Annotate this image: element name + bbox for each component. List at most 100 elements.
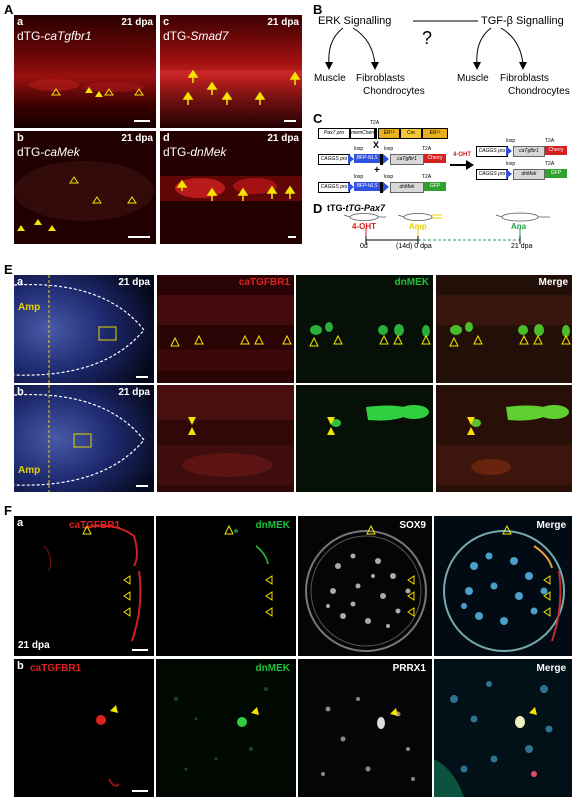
loxp-3 bbox=[348, 182, 354, 192]
B-chondrocytes-2: Chondrocytes bbox=[508, 86, 570, 97]
plus-symbol: + bbox=[374, 165, 380, 176]
scale-bar bbox=[136, 485, 148, 487]
scale-bar bbox=[284, 120, 296, 122]
E-a-amp: Amp bbox=[18, 302, 41, 313]
cags-promoter-3: CAGGS pro bbox=[476, 146, 508, 157]
loxp-2 bbox=[383, 154, 389, 164]
cags-promoter-2: CAGGS pro bbox=[318, 182, 350, 193]
cags-promoter-4: CAGGS pro bbox=[476, 169, 508, 180]
E-a-letter: a bbox=[17, 276, 24, 288]
image-F-b-gray: PRRX1 bbox=[298, 659, 432, 797]
panel-D-timeline bbox=[343, 212, 550, 244]
t2a-label-3: T2A bbox=[422, 174, 432, 180]
image-E-a-green: dnMEK bbox=[296, 275, 433, 383]
dnmek-box: dnMek bbox=[390, 182, 424, 193]
E-col-red-label: caTGFBR1 bbox=[238, 277, 290, 288]
image-F-b-green: dnMEK bbox=[156, 659, 296, 797]
A-c-time: 21 dpa bbox=[267, 17, 299, 28]
t2a-label-5: T2A bbox=[545, 161, 555, 167]
E-b-amp: Amp bbox=[18, 465, 41, 476]
B-tgfb: TGF-β Signalling bbox=[481, 15, 564, 27]
D-t1: (14d) 0 dpa bbox=[396, 243, 432, 250]
gfp-box-2: GFP bbox=[545, 169, 567, 178]
B-question: ? bbox=[422, 28, 433, 48]
B-muscle-2: Muscle bbox=[457, 73, 489, 84]
A-d-arrows bbox=[176, 179, 296, 201]
F-b-red-label: caTGFBR1 bbox=[30, 663, 82, 674]
A-d-time: 21 dpa bbox=[267, 133, 299, 144]
image-F-a-merge: Merge bbox=[434, 516, 572, 656]
cags-promoter-1: CAGGS pro bbox=[318, 154, 350, 165]
cre-box: Cre bbox=[400, 128, 422, 139]
F-b-letter: b bbox=[17, 660, 24, 672]
D-t2: 21 dpa bbox=[511, 243, 533, 250]
A-d-letter: d bbox=[163, 132, 170, 144]
stop-bar bbox=[380, 154, 383, 165]
A-d-title: dTG-dnMek bbox=[163, 145, 227, 159]
F-b-merge-label: Merge bbox=[536, 663, 566, 674]
panel-F-letter: F bbox=[4, 503, 12, 518]
loxp-label-2: loxp bbox=[384, 146, 394, 152]
t2a-label-2: T2A bbox=[422, 146, 432, 152]
x-symbol: X bbox=[373, 140, 380, 150]
loxp-label-3: loxp bbox=[354, 174, 364, 180]
F-a-green-label: dnMEK bbox=[255, 520, 290, 531]
F-a-gray-label: SOX9 bbox=[399, 520, 426, 531]
loxp-6 bbox=[506, 169, 512, 179]
loxp-label-4: loxp bbox=[384, 174, 394, 180]
loxp-5 bbox=[506, 146, 512, 156]
A-c-title: dTG-Smad7 bbox=[163, 29, 229, 43]
panel-A-letter: A bbox=[4, 2, 14, 17]
panel-D-letter: D bbox=[313, 201, 323, 216]
ert2-box-1: ERᵀ² bbox=[378, 128, 400, 139]
image-E-b-overview: b 21 dpa Amp bbox=[14, 385, 154, 492]
A-b-time: 21 dpa bbox=[121, 133, 153, 144]
image-F-b-red: b caTGFBR1 bbox=[14, 659, 154, 797]
scale-bar bbox=[134, 120, 150, 122]
B-muscle-1: Muscle bbox=[314, 73, 346, 84]
image-A-d: dTG-dnMek 21 dpa d bbox=[160, 131, 302, 244]
A-b-arrows bbox=[17, 176, 137, 231]
gfp-box: GFP bbox=[424, 182, 446, 191]
A-a-arrows bbox=[51, 87, 144, 97]
scale-bar bbox=[136, 376, 148, 378]
B-fibroblasts-2: Fibroblasts bbox=[500, 73, 549, 84]
B-erk: ERK Signalling bbox=[318, 15, 392, 27]
image-A-a: dTG-caTgfbr1 21 dpa a bbox=[14, 15, 156, 128]
scale-bar bbox=[132, 790, 148, 792]
scale-bar bbox=[128, 236, 150, 238]
E-col-green-label: dnMEK bbox=[394, 277, 429, 288]
A-b-letter: b bbox=[17, 132, 24, 144]
loxp-label-5: loxp bbox=[506, 138, 516, 144]
cherry-box-2: Cherry bbox=[545, 146, 567, 155]
D-4oht: 4-OHT bbox=[352, 222, 376, 231]
D-t0: 0d bbox=[360, 243, 368, 250]
E-b-letter: b bbox=[17, 386, 24, 398]
image-E-a-red: caTGFBR1 bbox=[157, 275, 294, 383]
B-fibroblasts-1: Fibroblasts bbox=[356, 73, 405, 84]
D-title: tTG-tTG-Pax7 bbox=[327, 203, 386, 213]
loxp-label-6: loxp bbox=[506, 161, 516, 167]
loxp-label-1: loxp bbox=[354, 146, 364, 152]
A-c-arrows bbox=[182, 69, 301, 105]
ert2-box-2: ERᵀ² bbox=[422, 128, 448, 139]
bfp-box-2: BFP-NLS bbox=[354, 182, 380, 191]
panel-C-letter: C bbox=[313, 111, 323, 126]
scale-bar bbox=[132, 649, 148, 651]
D-ana: Ana bbox=[511, 222, 527, 231]
stop-bar bbox=[374, 128, 377, 139]
D-amp: Amp bbox=[409, 222, 427, 231]
A-b-title: dTG-caMek bbox=[17, 145, 80, 159]
image-E-b-merge bbox=[436, 385, 572, 492]
pax7-promoter: Pax7 pro bbox=[318, 128, 350, 139]
image-E-b-green bbox=[296, 385, 433, 492]
image-E-a-merge: Merge bbox=[436, 275, 572, 383]
image-F-a-red: a caTGFBR1 21 dpa bbox=[14, 516, 154, 656]
catgfbr1-box-2: caTgfbr1 bbox=[513, 146, 545, 157]
cherry-box: Cherry bbox=[424, 154, 446, 163]
image-E-b-red bbox=[157, 385, 294, 492]
E-col-merge-label: Merge bbox=[538, 277, 568, 288]
loxp-4 bbox=[383, 182, 389, 192]
stop-bar bbox=[380, 182, 383, 193]
F-a-time: 21 dpa bbox=[18, 640, 50, 651]
